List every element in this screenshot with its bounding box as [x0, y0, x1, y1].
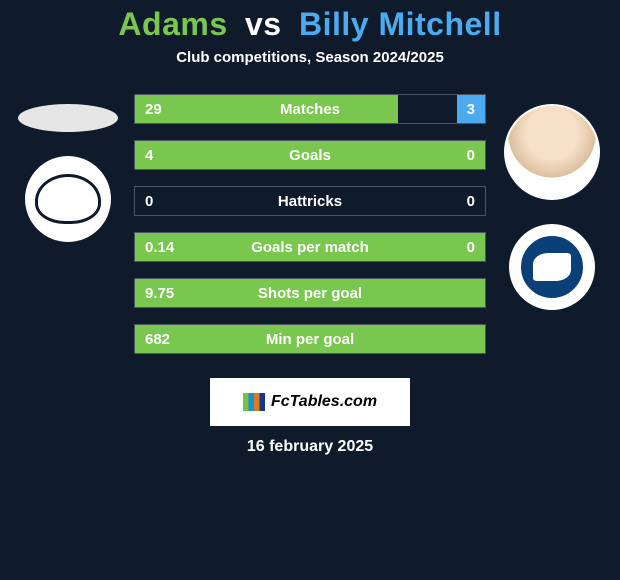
- title: Adams vs Billy Mitchell: [0, 6, 620, 43]
- stat-bar-left: [135, 279, 485, 307]
- stat-value-right: 0: [457, 187, 485, 215]
- stat-bar-left: [135, 141, 485, 169]
- stat-bar-left: [135, 95, 398, 123]
- stat-row: 0.14Goals per match0: [134, 232, 486, 262]
- millwall-badge-inner: [517, 232, 587, 302]
- stat-row: 0Hattricks0: [134, 186, 486, 216]
- vs-label: vs: [245, 6, 282, 42]
- stat-bar-left: [135, 233, 485, 261]
- stat-row: 4Goals0: [134, 140, 486, 170]
- player1-name: Adams: [118, 6, 227, 42]
- subtitle: Club competitions, Season 2024/2025: [0, 49, 620, 66]
- brand-label: FcTables.com: [271, 393, 377, 411]
- stat-label: Hattricks: [135, 187, 485, 215]
- player1-photo-placeholder: [18, 104, 118, 132]
- brand-badge: FcTables.com: [210, 378, 410, 426]
- player2-name: Billy Mitchell: [299, 6, 502, 42]
- stats-column: 29Matches3 4Goals0 0Hattricks0 0.14Goals pe…: [128, 94, 492, 370]
- date-label: 16 february 2025: [0, 438, 620, 456]
- left-column: [8, 94, 128, 370]
- content-row: 29Matches3 4Goals0 0Hattricks0 0.14Goals pe…: [0, 94, 620, 370]
- stat-bar-right: [457, 95, 485, 123]
- ram-icon: [35, 174, 101, 224]
- player2-club-badge: [509, 224, 595, 310]
- fctables-logo-icon: [243, 393, 265, 411]
- stat-value-left: 0: [135, 187, 163, 215]
- stat-row: 9.75Shots per goal: [134, 278, 486, 308]
- player2-photo: [504, 104, 600, 200]
- comparison-card: Adams vs Billy Mitchell Club competition…: [0, 0, 620, 456]
- lion-icon: [533, 253, 571, 281]
- right-column: [492, 94, 612, 370]
- stat-row: 682Min per goal: [134, 324, 486, 354]
- player1-club-badge: [25, 156, 111, 242]
- stat-bar-left: [135, 325, 485, 353]
- stat-row: 29Matches3: [134, 94, 486, 124]
